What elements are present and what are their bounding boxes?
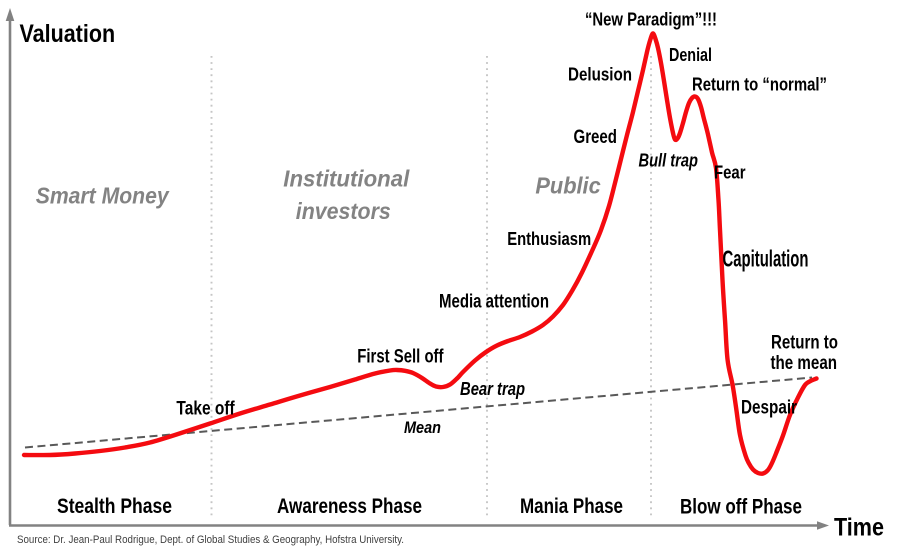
svg-text:Despair: Despair xyxy=(741,398,797,419)
svg-text:Take off: Take off xyxy=(176,399,235,420)
svg-text:investors: investors xyxy=(296,198,391,224)
svg-text:Valuation: Valuation xyxy=(20,20,116,48)
svg-text:Stealth Phase: Stealth Phase xyxy=(57,495,172,518)
svg-text:Institutional: Institutional xyxy=(283,166,409,192)
svg-text:Mean: Mean xyxy=(404,419,441,437)
svg-text:Delusion: Delusion xyxy=(568,64,632,85)
svg-text:Mania Phase: Mania Phase xyxy=(520,495,623,518)
svg-text:“New Paradigm”!!!: “New Paradigm”!!! xyxy=(585,8,717,29)
svg-text:Source: Dr. Jean-Paul Rodrigue: Source: Dr. Jean-Paul Rodrigue, Dept. of… xyxy=(17,534,404,546)
svg-text:Media attention: Media attention xyxy=(439,291,549,312)
svg-text:Blow off Phase: Blow off Phase xyxy=(680,496,802,519)
svg-text:Fear: Fear xyxy=(714,162,746,183)
svg-text:Smart Money: Smart Money xyxy=(36,182,171,208)
svg-text:the mean: the mean xyxy=(771,353,838,374)
svg-text:Return to “normal”: Return to “normal” xyxy=(692,74,827,95)
svg-text:Denial: Denial xyxy=(669,44,712,65)
svg-text:Bear trap: Bear trap xyxy=(460,378,525,399)
svg-text:Time: Time xyxy=(834,514,884,542)
svg-text:First Sell off: First Sell off xyxy=(357,347,444,368)
svg-text:Awareness Phase: Awareness Phase xyxy=(277,495,422,518)
svg-text:Return to: Return to xyxy=(771,333,838,354)
svg-text:Capitulation: Capitulation xyxy=(723,246,809,272)
svg-text:Greed: Greed xyxy=(574,127,618,148)
svg-text:Enthusiasm: Enthusiasm xyxy=(507,228,591,249)
svg-text:Bull trap: Bull trap xyxy=(639,150,699,171)
svg-text:Public: Public xyxy=(535,172,600,198)
